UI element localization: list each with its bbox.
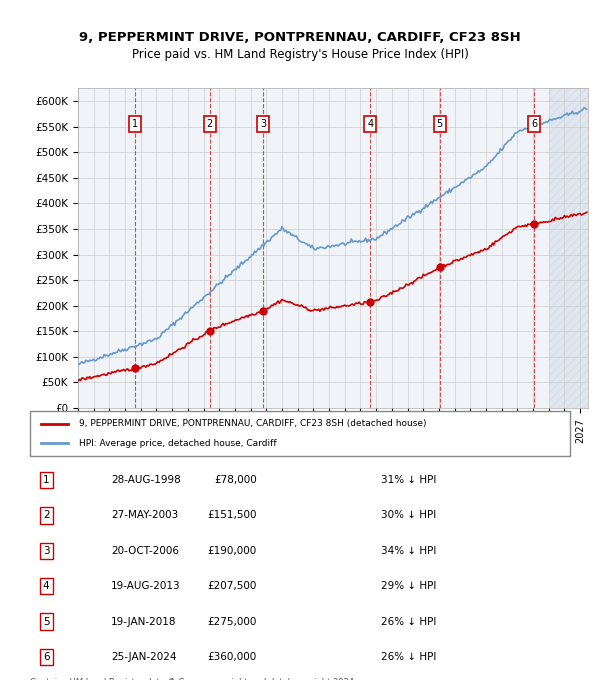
Text: 9, PEPPERMINT DRIVE, PONTPRENNAU, CARDIFF, CF23 8SH: 9, PEPPERMINT DRIVE, PONTPRENNAU, CARDIF… — [79, 31, 521, 44]
Text: 29% ↓ HPI: 29% ↓ HPI — [381, 581, 436, 591]
Text: 25-JAN-2024: 25-JAN-2024 — [111, 652, 176, 662]
Text: 9, PEPPERMINT DRIVE, PONTPRENNAU, CARDIFF, CF23 8SH (detached house): 9, PEPPERMINT DRIVE, PONTPRENNAU, CARDIF… — [79, 420, 426, 428]
Text: £78,000: £78,000 — [214, 475, 257, 485]
Text: 3: 3 — [43, 546, 50, 556]
Text: 5: 5 — [437, 119, 443, 129]
FancyBboxPatch shape — [30, 411, 570, 456]
Text: 1: 1 — [132, 119, 139, 129]
Text: 30% ↓ HPI: 30% ↓ HPI — [381, 511, 436, 520]
Text: £190,000: £190,000 — [208, 546, 257, 556]
Text: 34% ↓ HPI: 34% ↓ HPI — [381, 546, 436, 556]
Text: 19-AUG-2013: 19-AUG-2013 — [111, 581, 181, 591]
Text: £151,500: £151,500 — [208, 511, 257, 520]
Text: £275,000: £275,000 — [208, 617, 257, 626]
Text: 28-AUG-1998: 28-AUG-1998 — [111, 475, 181, 485]
Bar — [549, 88, 588, 408]
Text: 4: 4 — [367, 119, 373, 129]
Text: 5: 5 — [43, 617, 50, 626]
Text: 2: 2 — [43, 511, 50, 520]
Text: 19-JAN-2018: 19-JAN-2018 — [111, 617, 176, 626]
Text: 26% ↓ HPI: 26% ↓ HPI — [381, 652, 436, 662]
Text: 6: 6 — [43, 652, 50, 662]
Text: HPI: Average price, detached house, Cardiff: HPI: Average price, detached house, Card… — [79, 439, 276, 447]
Text: Price paid vs. HM Land Registry's House Price Index (HPI): Price paid vs. HM Land Registry's House … — [131, 48, 469, 61]
Text: 3: 3 — [260, 119, 266, 129]
Text: 31% ↓ HPI: 31% ↓ HPI — [381, 475, 436, 485]
Text: 20-OCT-2006: 20-OCT-2006 — [111, 546, 179, 556]
Text: 2: 2 — [206, 119, 213, 129]
Text: 6: 6 — [531, 119, 537, 129]
Text: 27-MAY-2003: 27-MAY-2003 — [111, 511, 178, 520]
Text: £207,500: £207,500 — [208, 581, 257, 591]
Text: 26% ↓ HPI: 26% ↓ HPI — [381, 617, 436, 626]
Text: 4: 4 — [43, 581, 50, 591]
Text: Contains HM Land Registry data © Crown copyright and database right 2024.
This d: Contains HM Land Registry data © Crown c… — [30, 678, 356, 680]
Text: £360,000: £360,000 — [208, 652, 257, 662]
Text: 1: 1 — [43, 475, 50, 485]
